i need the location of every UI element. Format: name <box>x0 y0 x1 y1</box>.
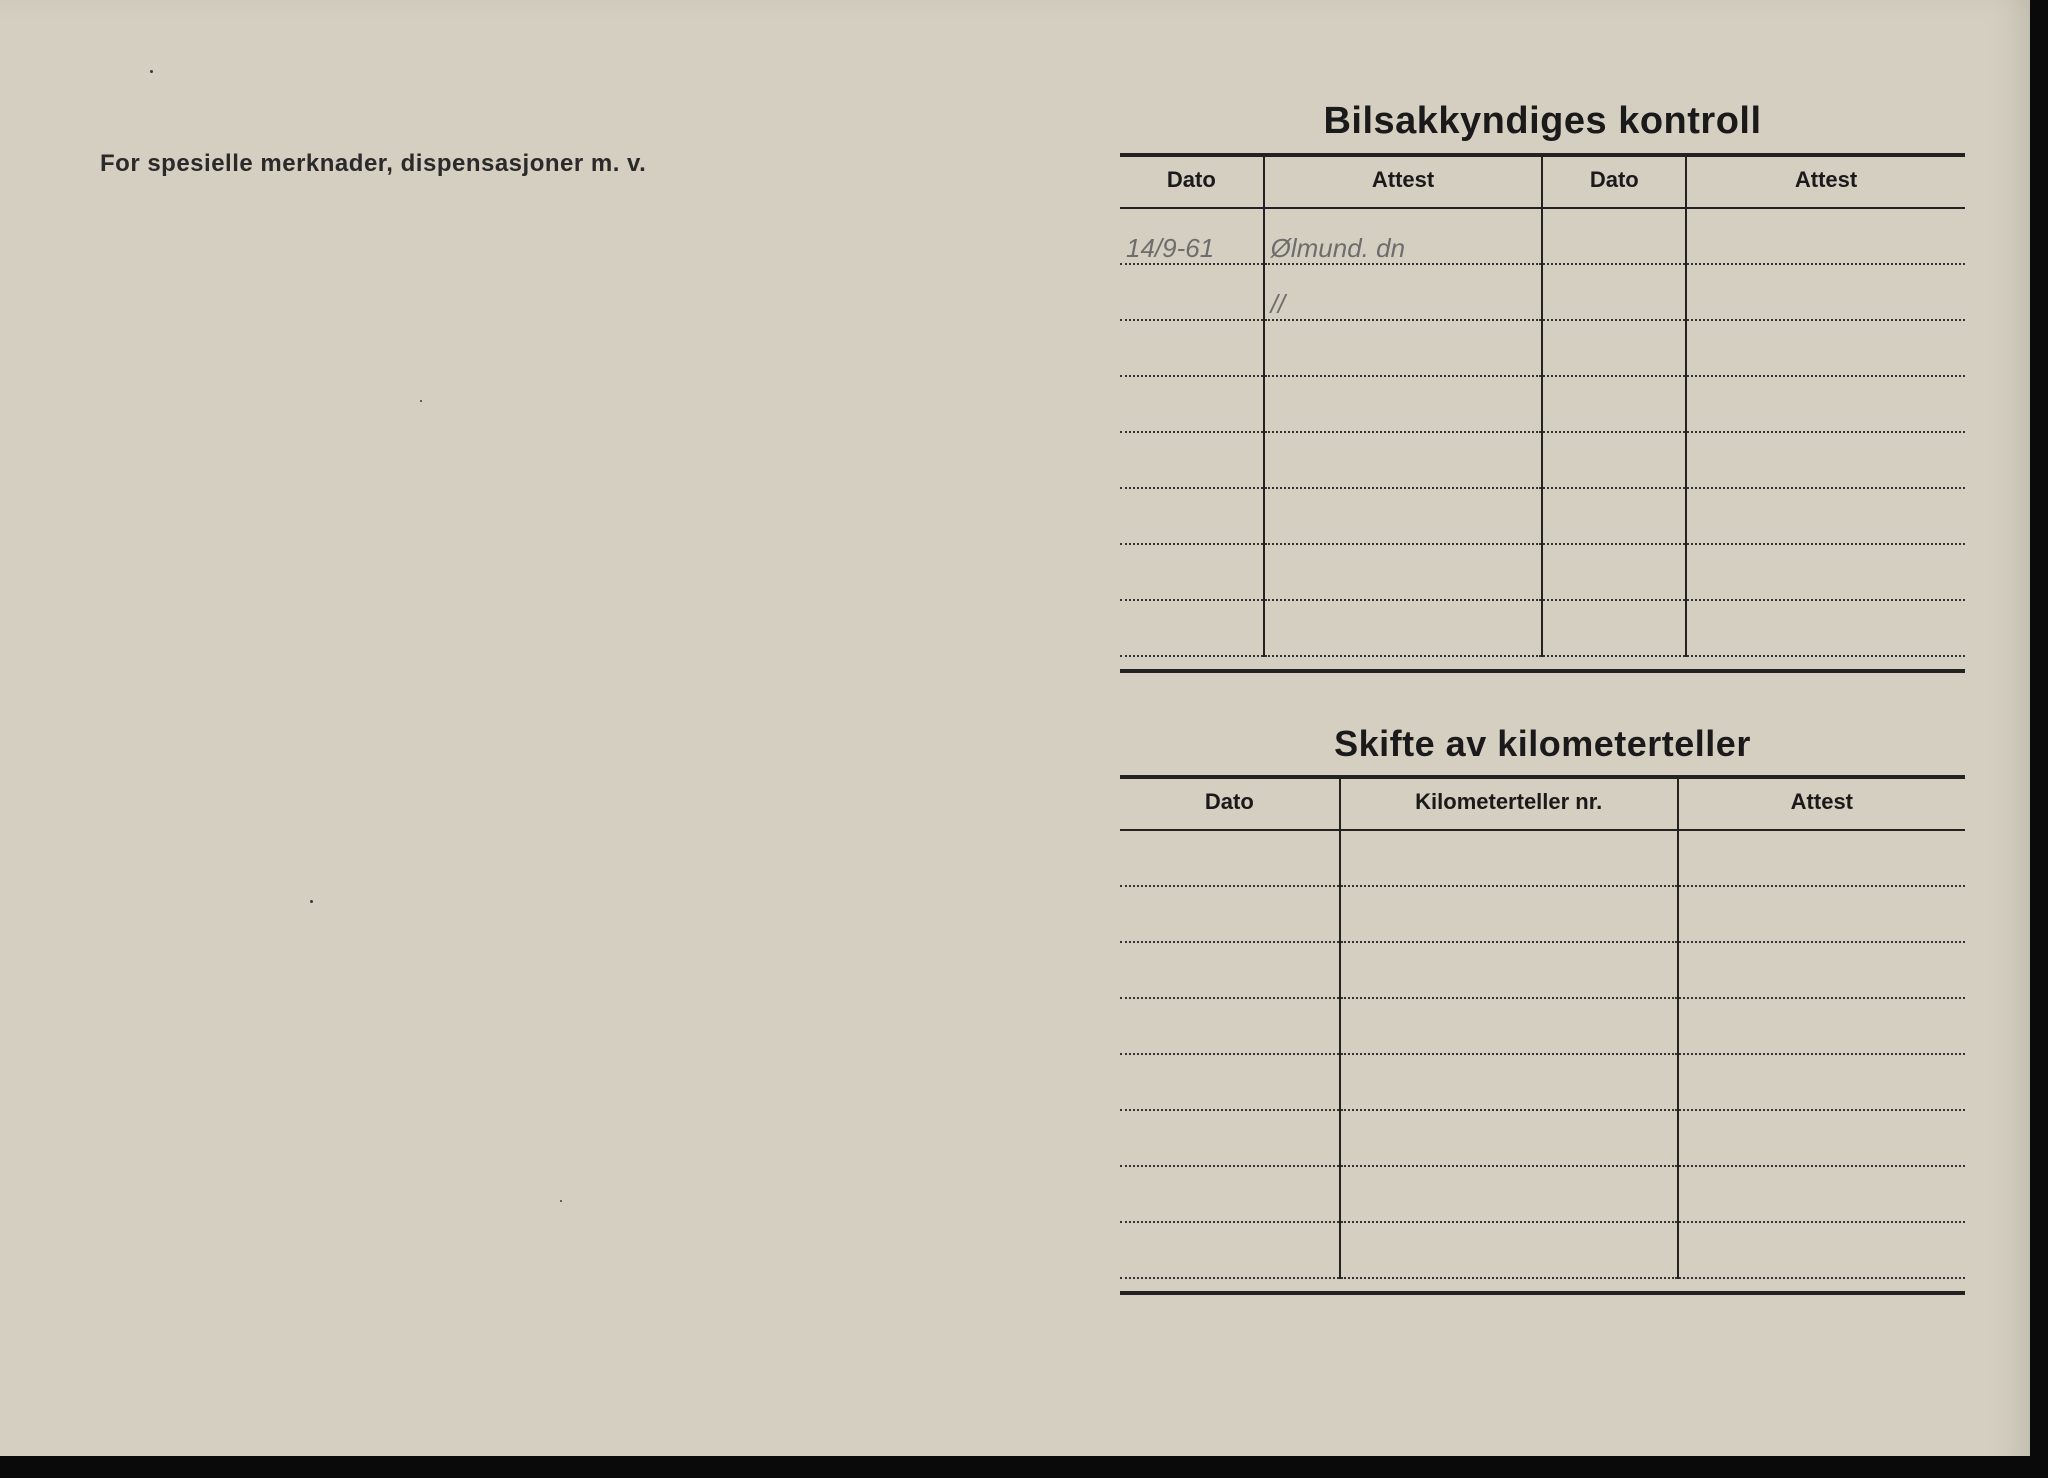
cell-dato <box>1120 1110 1340 1166</box>
table-row <box>1120 1166 1965 1222</box>
odometer-table: Dato Kilometerteller nr. Attest <box>1120 775 1965 1295</box>
remarks-heading: For spesielle merknader, dispensasjoner … <box>100 150 1000 178</box>
cell-dato <box>1120 998 1340 1054</box>
table1-col-dato2: Dato <box>1542 155 1686 208</box>
cell-attest <box>1686 600 1965 656</box>
table2-header-row: Dato Kilometerteller nr. Attest <box>1120 777 1965 830</box>
cell-attest <box>1264 432 1543 488</box>
paper-speck <box>310 900 313 903</box>
paper-speck <box>420 400 422 402</box>
scan-edge-right <box>2030 0 2048 1478</box>
cell-km <box>1340 886 1678 942</box>
table2-col-attest: Attest <box>1678 777 1965 830</box>
cell-attest <box>1686 376 1965 432</box>
paper-speck <box>150 70 153 73</box>
cell-km <box>1340 1222 1678 1278</box>
cell-attest <box>1686 544 1965 600</box>
table-row <box>1120 544 1965 600</box>
table-row <box>1120 998 1965 1054</box>
cell-attest <box>1264 320 1543 376</box>
cell-attest <box>1678 998 1965 1054</box>
cell-attest <box>1264 488 1543 544</box>
table-row <box>1120 886 1965 942</box>
cell-dato <box>1542 208 1686 264</box>
cell-km <box>1340 1054 1678 1110</box>
cell-dato <box>1120 376 1264 432</box>
cell-dato <box>1120 1222 1340 1278</box>
cell-attest <box>1264 600 1543 656</box>
cell-dato <box>1542 432 1686 488</box>
table-row <box>1120 600 1965 656</box>
cell-attest <box>1686 488 1965 544</box>
table2-col-dato: Dato <box>1120 777 1340 830</box>
table-row: 14/9-61 Ølmund. dn <box>1120 208 1965 264</box>
cell-attest: // <box>1264 264 1543 320</box>
cell-attest <box>1678 1110 1965 1166</box>
odometer-section: Skifte av kilometerteller Dato Kilometer… <box>1120 723 1965 1295</box>
cell-attest <box>1264 544 1543 600</box>
cell-attest <box>1678 830 1965 886</box>
cell-dato <box>1542 600 1686 656</box>
cell-dato <box>1120 544 1264 600</box>
table2-bottom-rule <box>1120 1278 1965 1293</box>
cell-dato <box>1120 942 1340 998</box>
cell-dato <box>1120 320 1264 376</box>
table1-header-row: Dato Attest Dato Attest <box>1120 155 1965 208</box>
table2-col-km: Kilometerteller nr. <box>1340 777 1678 830</box>
table-row: // <box>1120 264 1965 320</box>
left-column: For spesielle merknader, dispensasjoner … <box>100 150 1000 178</box>
cell-dato: 14/9-61 <box>1120 208 1264 264</box>
table1-bottom-rule <box>1120 656 1965 671</box>
cell-km <box>1340 830 1678 886</box>
cell-attest <box>1686 264 1965 320</box>
cell-dato <box>1120 830 1340 886</box>
cell-attest <box>1264 376 1543 432</box>
cell-dato <box>1542 488 1686 544</box>
table-row <box>1120 1110 1965 1166</box>
cell-km <box>1340 1166 1678 1222</box>
cell-attest <box>1686 432 1965 488</box>
paper-speck <box>560 1200 562 1202</box>
cell-attest <box>1678 1222 1965 1278</box>
table-row <box>1120 1054 1965 1110</box>
scan-edge-bottom <box>0 1456 2048 1478</box>
cell-dato <box>1120 600 1264 656</box>
cell-km <box>1340 942 1678 998</box>
cell-attest <box>1678 1054 1965 1110</box>
cell-dato <box>1120 1166 1340 1222</box>
cell-km <box>1340 1110 1678 1166</box>
cell-dato <box>1542 544 1686 600</box>
document-page: For spesielle merknader, dispensasjoner … <box>0 0 2048 1478</box>
cell-dato <box>1120 432 1264 488</box>
cell-dato <box>1542 376 1686 432</box>
cell-attest <box>1686 320 1965 376</box>
cell-attest <box>1678 942 1965 998</box>
cell-dato <box>1120 886 1340 942</box>
cell-attest <box>1686 208 1965 264</box>
right-column: Bilsakkyndiges kontroll Dato Attest Dato… <box>1120 100 1965 1295</box>
inspection-table: Dato Attest Dato Attest 14/9-61 Ølmund. … <box>1120 153 1965 673</box>
cell-attest <box>1678 1166 1965 1222</box>
cell-dato <box>1120 1054 1340 1110</box>
cell-attest <box>1678 886 1965 942</box>
table1-col-attest1: Attest <box>1264 155 1543 208</box>
table-row <box>1120 320 1965 376</box>
cell-dato <box>1120 488 1264 544</box>
cell-dato <box>1120 264 1264 320</box>
table-row <box>1120 488 1965 544</box>
table-row <box>1120 1222 1965 1278</box>
table-row <box>1120 432 1965 488</box>
cell-dato <box>1542 264 1686 320</box>
table1-col-dato1: Dato <box>1120 155 1264 208</box>
table-row <box>1120 830 1965 886</box>
cell-attest: Ølmund. dn <box>1264 208 1543 264</box>
cell-km <box>1340 998 1678 1054</box>
table-row <box>1120 376 1965 432</box>
table-row <box>1120 942 1965 998</box>
table1-title: Bilsakkyndiges kontroll <box>1120 100 1965 143</box>
cell-dato <box>1542 320 1686 376</box>
table2-title: Skifte av kilometerteller <box>1120 723 1965 765</box>
table1-col-attest2: Attest <box>1686 155 1965 208</box>
